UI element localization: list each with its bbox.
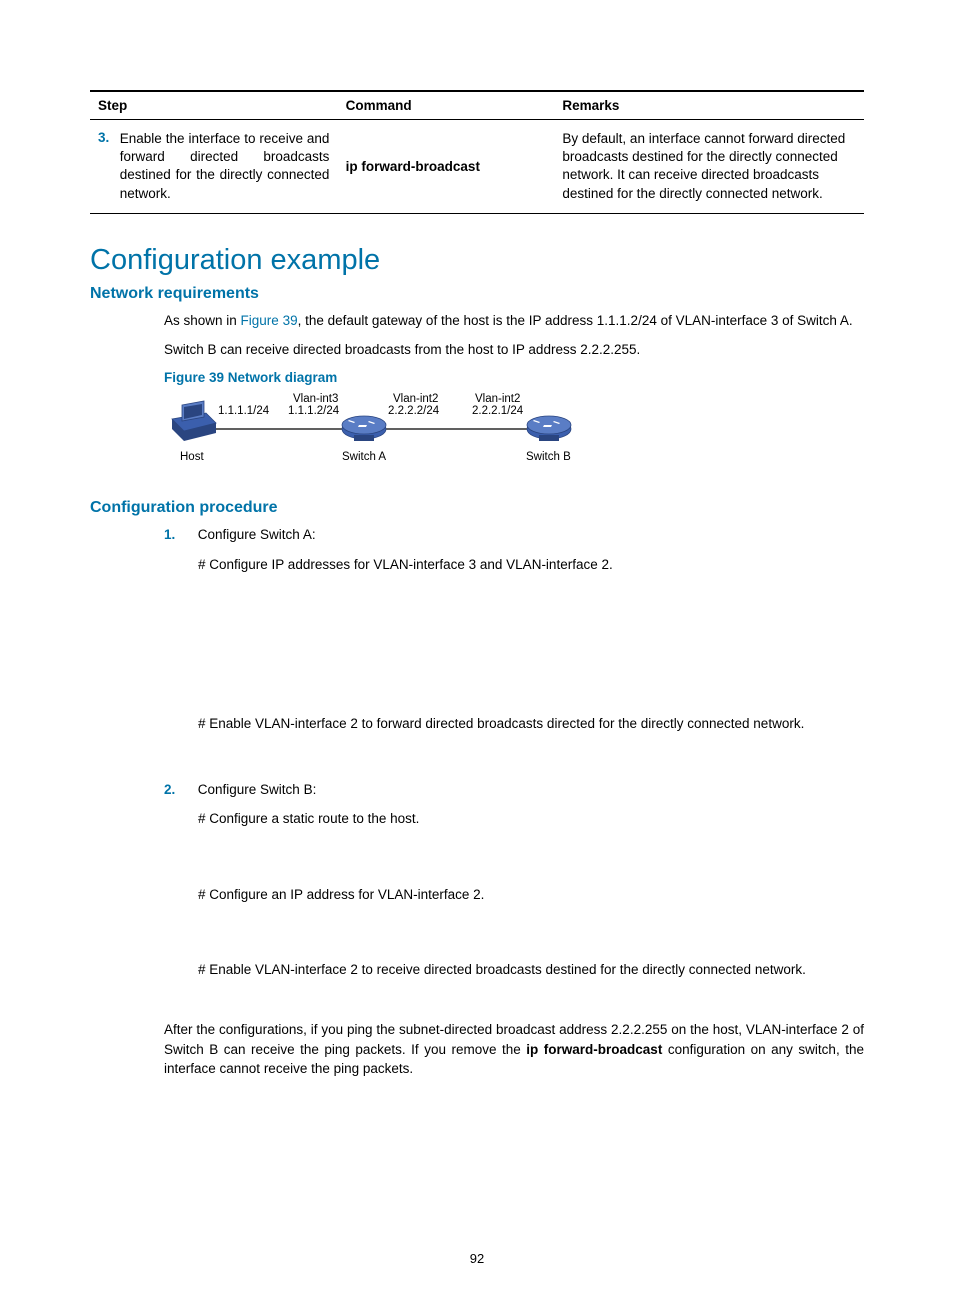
- proc-sub-text: # Configure a static route to the host.: [198, 809, 864, 829]
- col-command: Command: [338, 91, 555, 120]
- step-table: Step Command Remarks 3. Enable the inter…: [90, 90, 864, 214]
- host-label: Host: [180, 451, 204, 463]
- net-req-p1: As shown in Figure 39, the default gatew…: [164, 311, 864, 331]
- proc-sub-text: # Enable VLAN-interface 2 to receive dir…: [198, 960, 864, 980]
- procedure-list: 1. Configure Switch A: # Configure IP ad…: [164, 525, 864, 980]
- ip-vlan3-label: 1.1.1.2/24: [288, 405, 339, 417]
- text-span: , the default gateway of the host is the…: [298, 313, 853, 328]
- vlan3-label: Vlan-int3: [293, 393, 338, 405]
- proc-title: Configure Switch B:: [198, 780, 864, 800]
- col-step: Step: [90, 91, 338, 120]
- step-description: Enable the interface to receive and forw…: [120, 130, 330, 203]
- cell-remarks: By default, an interface cannot forward …: [554, 120, 864, 214]
- cell-step: 3. Enable the interface to receive and f…: [90, 120, 338, 214]
- proc-number: 2.: [164, 780, 194, 800]
- page-number: 92: [0, 1251, 954, 1266]
- closing-paragraph: After the configurations, if you ping th…: [164, 1020, 864, 1079]
- table-row: 3. Enable the interface to receive and f…: [90, 120, 864, 214]
- network-diagram: 1.1.1.1/24 Vlan-int3 1.1.1.2/24 Vlan-int…: [164, 391, 864, 471]
- vlan2a-label: Vlan-int2: [393, 393, 438, 405]
- proc-sub-text: # Configure IP addresses for VLAN-interf…: [198, 555, 864, 575]
- table-header-row: Step Command Remarks: [90, 91, 864, 120]
- network-requirements-heading: Network requirements: [90, 285, 864, 303]
- switch-a-icon: [342, 416, 386, 441]
- switch-b-icon: [527, 416, 571, 441]
- procedure-item: 2. Configure Switch B:: [164, 780, 864, 800]
- proc-title: Configure Switch A:: [198, 525, 864, 545]
- switch-a-label: Switch A: [342, 451, 386, 463]
- procedure-item: 1. Configure Switch A:: [164, 525, 864, 545]
- vlan2b-label: Vlan-int2: [475, 393, 520, 405]
- document-page: Step Command Remarks 3. Enable the inter…: [0, 0, 954, 1296]
- configuration-procedure-heading: Configuration procedure: [90, 499, 864, 517]
- step-number: 3.: [98, 130, 116, 145]
- bold-command: ip forward-broadcast: [526, 1042, 662, 1057]
- proc-sub-text: # Configure an IP address for VLAN-inter…: [198, 885, 864, 905]
- switch-b-label: Switch B: [526, 451, 571, 463]
- section-title: Configuration example: [90, 244, 864, 277]
- ip-vlan2a-label: 2.2.2.2/24: [388, 405, 439, 417]
- col-remarks: Remarks: [554, 91, 864, 120]
- ip-vlan2b-label: 2.2.2.1/24: [472, 405, 523, 417]
- text-span: As shown in: [164, 313, 241, 328]
- ip-host-label: 1.1.1.1/24: [218, 405, 269, 417]
- proc-number: 1.: [164, 525, 194, 545]
- net-req-p2: Switch B can receive directed broadcasts…: [164, 340, 864, 360]
- proc-sub-text: # Enable VLAN-interface 2 to forward dir…: [198, 714, 864, 734]
- cell-command: ip forward-broadcast: [338, 120, 555, 214]
- figure-label: Figure 39 Network diagram: [164, 370, 864, 385]
- host-icon: [172, 401, 216, 441]
- figure-reference-link[interactable]: Figure 39: [241, 313, 298, 328]
